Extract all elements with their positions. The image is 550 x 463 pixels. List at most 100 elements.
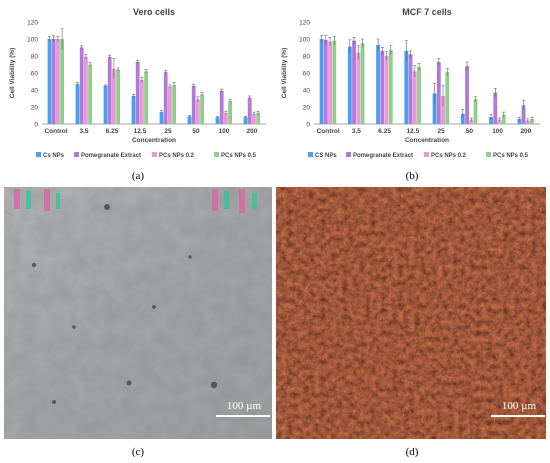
mcf7-bar [328, 41, 332, 124]
vero-xtick-label: 100 [219, 128, 230, 135]
scale-bar-right: 100 µm [491, 400, 545, 417]
vero-bar [56, 39, 60, 124]
mcf7-bar [432, 93, 437, 124]
vero-legend-swatch [152, 152, 157, 157]
vero-bar [215, 117, 220, 124]
mcf7-xtick-label: 25 [438, 128, 446, 135]
mcf7-ylabel: Cell Viability (%) [281, 48, 288, 98]
vero-xlabel: Concentration [132, 137, 176, 144]
mcf7-xtick-label: 12.5 [407, 128, 420, 135]
vero-bar [75, 84, 80, 124]
mcf7-bar [473, 99, 478, 124]
mcf7-legend-label: CS NPs [315, 153, 337, 159]
mcf7-bar [417, 67, 421, 124]
vero-bar [140, 79, 144, 124]
vero-bar [252, 113, 256, 124]
vero-bar [107, 56, 112, 124]
mcf7-bar [489, 117, 493, 124]
vero-bar [84, 56, 88, 124]
mcf7-bar [408, 54, 413, 124]
vero-legend-swatch [214, 152, 219, 157]
mcf7-bar [347, 46, 352, 124]
mcf7-xtick-label: 3.5 [352, 128, 361, 135]
mcf7-xtick-label: 200 [520, 128, 531, 135]
mcf7-ytick-label: 120 [299, 20, 310, 27]
panel-label-d: (d) [405, 446, 419, 458]
mcf7-ytick-label: 20 [303, 105, 311, 112]
panel-label-b: (b) [405, 170, 419, 182]
vero-bar [219, 90, 224, 124]
chart-mcf7-cells: MCF 7 cells 0 20 40 60 80 100 120 Cell Viability… [276, 2, 546, 170]
mcf7-bar [436, 61, 441, 124]
mcf7-ytick-label: 100 [299, 37, 310, 44]
vero-ylabel: Cell Viability (%) [9, 48, 16, 98]
mcf7-xtick-label: 50 [466, 128, 474, 135]
mcf7-bar [441, 95, 445, 124]
vero-legend-label: PCs NPs 0.5 [221, 153, 257, 159]
mcf7-xtick-label: Control [317, 128, 340, 135]
vero-xtick-label: 12.5 [134, 128, 147, 135]
vero-title: Vero cells [133, 7, 175, 17]
micrograph-left: 100 µm [4, 187, 272, 439]
vero-ytick-label: 100 [27, 37, 38, 44]
vero-bar [228, 101, 232, 124]
mcf7-legend-label: PCs NPs 0.5 [493, 153, 529, 159]
vero-bar [159, 112, 164, 124]
vero-bar [144, 71, 148, 124]
vero-ytick-label: 120 [27, 20, 38, 27]
vero-bar [79, 47, 84, 124]
vero-bar [163, 72, 168, 124]
scale-bar-left: 100 µm [216, 400, 270, 417]
chart-vero-cells: Vero cells 0 20 40 60 80 100 120 Cell Viability … [4, 2, 272, 170]
scale-bar-label-left: 100 µm [227, 400, 262, 412]
micrograph-right-image: 100 µm [276, 187, 546, 439]
cell-debris [31, 204, 218, 404]
mcf7-ytick-label: 80 [303, 54, 311, 61]
chart-vero-svg: Vero cells 0 20 40 60 80 100 120 Cell Viability … [9, 7, 266, 159]
vero-ytick-label: 0 [34, 122, 38, 129]
vero-legend-swatch [36, 152, 41, 157]
mcf7-bar [501, 114, 506, 124]
mcf7-legend-label: PCs NPs 0.2 [431, 153, 467, 159]
mcf7-bar [388, 50, 393, 124]
vero-legend-label: Pomegranate Extract [81, 153, 141, 159]
vero-bar [112, 68, 116, 124]
vero-legend-label: Cs NPs [43, 153, 65, 159]
vero-bar [103, 85, 108, 124]
mcf7-ytick-label: 0 [306, 122, 310, 129]
mcf7-ytick-label: 40 [303, 88, 311, 95]
mcf7-bar [380, 50, 385, 124]
mcf7-bar [404, 50, 409, 124]
vero-xtick-label: Control [44, 128, 67, 135]
chart-mcf7-svg: MCF 7 cells 0 20 40 60 80 100 120 Cell Viability… [281, 7, 540, 159]
mcf7-bar [517, 118, 522, 124]
panel-label-a: (a) [131, 170, 145, 182]
vero-bar [135, 61, 140, 124]
vero-bar [247, 97, 252, 124]
panel-label-c: (c) [131, 446, 145, 458]
vero-xtick-label: 50 [192, 128, 200, 135]
mcf7-bar [445, 72, 450, 124]
mcf7-legend-label: Pomegranate Extract [353, 153, 413, 159]
vero-bar [196, 99, 200, 124]
vero-xtick-label: 3.5 [79, 128, 88, 135]
mcf7-bar [497, 119, 502, 124]
micrograph-left-image: 100 µm [4, 187, 272, 439]
vero-ytick-label: 20 [31, 105, 39, 112]
mcf7-bar [469, 119, 474, 124]
mcf7-bar [521, 105, 526, 124]
mcf7-bar [376, 44, 380, 125]
mcf7-bar [493, 92, 498, 124]
mcf7-xlabel: Concentration [405, 137, 449, 144]
vero-bar [47, 39, 52, 124]
mcf7-bar [332, 40, 337, 125]
vero-xtick-label: 6.25 [106, 128, 119, 135]
micrograph-right: 100 µm [276, 187, 546, 439]
vero-legend-swatch [74, 152, 79, 157]
mcf7-title: MCF 7 cells [402, 7, 452, 17]
vero-xtick-label: 200 [247, 128, 258, 135]
vero-bar [191, 85, 196, 124]
mcf7-bar [360, 43, 365, 124]
vero-bar [131, 95, 136, 124]
mcf7-bar [356, 52, 361, 124]
